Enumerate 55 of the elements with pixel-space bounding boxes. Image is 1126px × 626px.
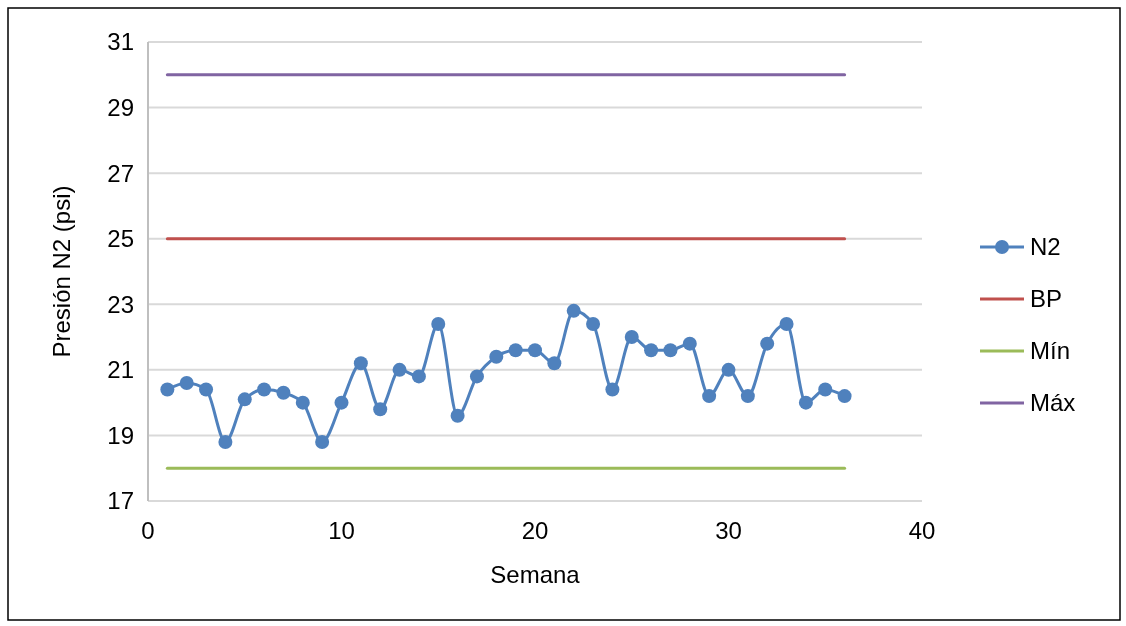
point xyxy=(373,402,388,417)
point xyxy=(489,349,504,364)
x-tick-label: 30 xyxy=(715,517,742,544)
point xyxy=(257,382,272,397)
y-tick-label: 23 xyxy=(107,290,134,318)
legend-label: BP xyxy=(1030,285,1063,313)
point xyxy=(315,434,330,449)
legend-label: Máx xyxy=(1030,389,1076,417)
point xyxy=(702,389,717,404)
y-tick-label: 19 xyxy=(107,421,134,449)
x-tick-label: 20 xyxy=(521,517,549,544)
x-tick-label: 40 xyxy=(908,517,936,544)
x-axis-title: Semana xyxy=(490,561,581,588)
point xyxy=(837,389,852,404)
point xyxy=(392,362,407,377)
point xyxy=(431,316,446,331)
point xyxy=(586,316,601,331)
legend-label: N2 xyxy=(1030,233,1061,261)
point xyxy=(663,343,678,358)
y-tick-label: 21 xyxy=(107,356,134,384)
point xyxy=(682,336,697,351)
point xyxy=(721,362,736,377)
point xyxy=(818,382,833,397)
x-tick-label: 0 xyxy=(141,517,155,544)
point xyxy=(353,356,368,371)
y-tick-label: 31 xyxy=(107,28,134,56)
point xyxy=(179,375,194,390)
y-tick-label: 17 xyxy=(107,487,134,515)
point xyxy=(508,343,523,358)
point xyxy=(276,385,291,400)
y-tick-label: 29 xyxy=(107,93,134,121)
legend-label: Mín xyxy=(1030,337,1071,365)
point xyxy=(160,382,175,397)
point xyxy=(199,382,214,397)
point xyxy=(295,395,310,410)
point xyxy=(644,343,659,358)
point xyxy=(218,434,233,449)
point xyxy=(528,343,542,358)
y-tick-label: 27 xyxy=(107,159,134,187)
point xyxy=(760,336,775,351)
y-tick-label: 25 xyxy=(107,225,134,253)
point xyxy=(798,395,813,410)
point xyxy=(624,330,639,345)
point xyxy=(411,369,426,384)
x-tick-label: 10 xyxy=(328,517,355,544)
point xyxy=(334,395,349,410)
point xyxy=(779,316,794,331)
point xyxy=(740,389,755,404)
point xyxy=(605,382,620,397)
point xyxy=(566,303,581,318)
point xyxy=(469,369,484,384)
point xyxy=(547,356,562,371)
y-axis-title: Presión N2 (psi) xyxy=(48,185,75,358)
point xyxy=(450,408,465,423)
point xyxy=(237,392,252,407)
